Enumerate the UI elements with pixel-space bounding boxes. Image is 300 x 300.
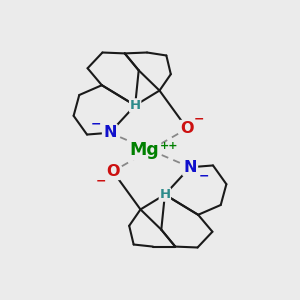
Text: O: O <box>106 164 120 179</box>
Text: −: − <box>194 112 204 126</box>
Text: O: O <box>180 121 194 136</box>
Text: ++: ++ <box>160 141 178 152</box>
Text: −: − <box>199 169 210 182</box>
Text: Mg: Mg <box>130 141 160 159</box>
Text: N: N <box>103 125 117 140</box>
Text: H: H <box>159 188 170 201</box>
Text: H: H <box>130 99 141 112</box>
Text: N: N <box>183 160 197 175</box>
Text: −: − <box>90 118 101 131</box>
Text: −: − <box>96 174 106 188</box>
